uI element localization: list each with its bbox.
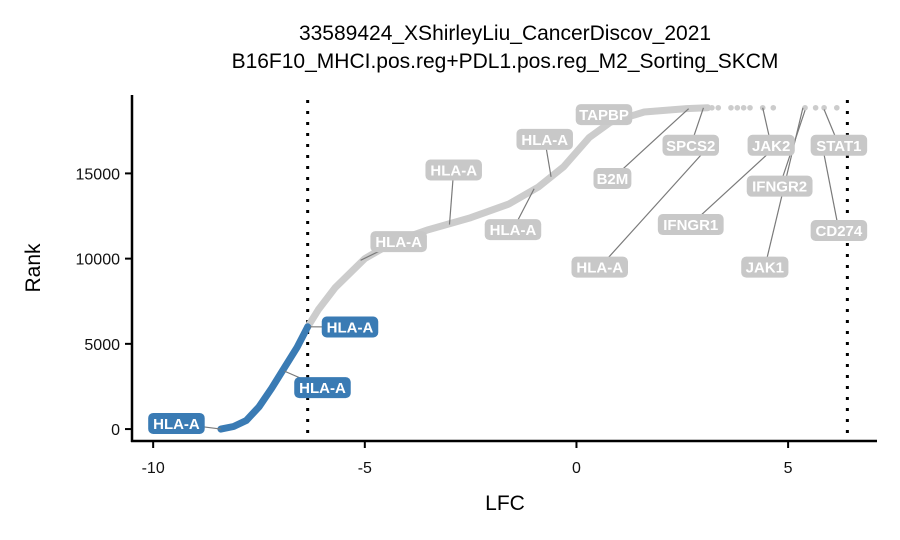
label-box-7 [516, 128, 573, 150]
label-leader-9 [612, 108, 690, 179]
y-tick-label: 15000 [76, 166, 121, 183]
label-box-10 [662, 134, 719, 156]
data-point [709, 104, 715, 111]
y-tick-label: 10000 [76, 252, 121, 269]
x-ticks: -10 -5 0 5 [142, 441, 793, 477]
data-point [715, 104, 722, 111]
data-point [747, 104, 753, 111]
curve-other [304, 104, 712, 331]
axes [130, 95, 877, 443]
gene-label-7: HLA-A [521, 132, 568, 149]
label-box-17 [741, 256, 789, 278]
label-box-12 [657, 214, 724, 236]
x-tick-label: -5 [358, 460, 372, 477]
y-tick-label: 0 [111, 422, 120, 439]
label-box-1 [148, 412, 205, 434]
label-box-4 [370, 231, 427, 253]
y-tick-label: 5000 [84, 337, 120, 354]
top-points [702, 104, 840, 111]
x-tick-label: 0 [572, 460, 581, 477]
label-box-3 [321, 316, 379, 338]
curve-selected [217, 323, 312, 433]
data-point [802, 104, 808, 111]
label-box-6 [484, 219, 542, 241]
data-point [702, 104, 709, 111]
gene-label-15: STAT1 [816, 138, 861, 155]
label-box-2 [294, 377, 351, 399]
label-leader-11 [599, 154, 702, 268]
gene-label-3: HLA-A [327, 319, 374, 336]
gene-label-2: HLA-A [299, 380, 346, 397]
y-ticks: 0 5000 10000 15000 [76, 166, 132, 439]
data-point [770, 104, 777, 111]
data-point [728, 104, 734, 111]
gene-label-12: IFNGR1 [663, 217, 718, 234]
x-tick-label: 5 [784, 460, 793, 477]
gene-label-1: HLA-A [153, 416, 200, 433]
data-point [734, 104, 741, 111]
gene-labels: HLA-A HLA-A HLA-A HLA-A HLA-A HLA-A HLA-A TAPBP… [148, 104, 868, 434]
gene-label-6: HLA-A [490, 222, 537, 239]
gene-label-13: JAK2 [752, 138, 790, 155]
gene-label-10: SPCS2 [666, 138, 715, 155]
gene-label-5: HLA-A [430, 162, 477, 179]
label-leader-12 [690, 154, 768, 225]
chart-subtitle: B16F10_MHCI.pos.reg+PDL1.pos.reg_M2_Sort… [232, 50, 779, 73]
chart-title: 33589424_XShirleyLiu_CancerDiscov_2021 [299, 22, 711, 45]
data-point [821, 104, 827, 111]
x-axis-title: LFC [485, 492, 525, 515]
label-box-8 [575, 104, 633, 126]
label-box-14 [746, 175, 813, 197]
gene-label-11: HLA-A [576, 260, 623, 277]
label-box-11 [571, 256, 628, 278]
gene-label-17: JAK1 [746, 260, 784, 277]
gene-label-8: TAPBP [579, 107, 629, 124]
y-axis-title: Rank [22, 243, 45, 293]
label-box-9 [593, 168, 632, 190]
data-point [740, 104, 747, 111]
gene-label-14: IFNGR2 [752, 179, 807, 196]
label-box-13 [747, 134, 795, 156]
rank-curve [217, 104, 712, 433]
label-box-16 [810, 220, 868, 242]
gene-label-9: B2M [597, 171, 629, 188]
label-leader-16 [823, 154, 840, 231]
x-tick-label: -10 [142, 460, 165, 477]
threshold-lines [306, 100, 849, 441]
gene-label-4: HLA-A [375, 234, 422, 251]
label-box-5 [425, 159, 482, 181]
data-point [833, 104, 840, 111]
gene-label-16: CD274 [816, 223, 863, 240]
data-point [812, 104, 819, 111]
label-box-15 [810, 134, 868, 156]
